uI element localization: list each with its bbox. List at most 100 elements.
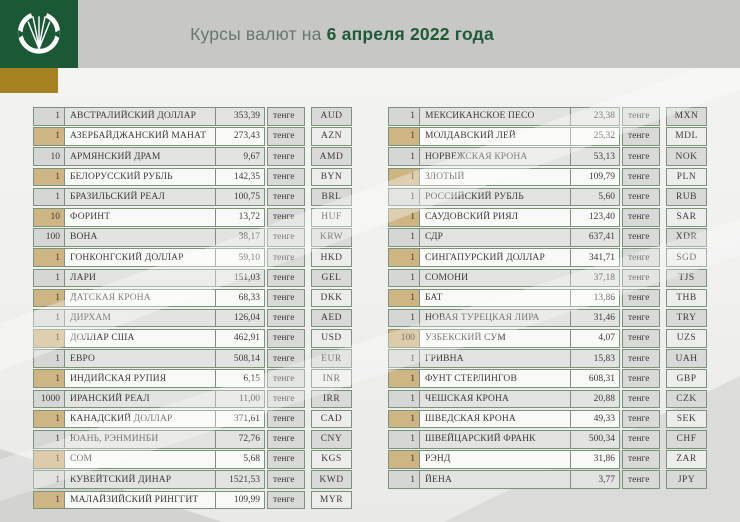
rate-row: 1 НОРВЕЖСКАЯ КРОНА 53,13 тенге NOK (388, 147, 707, 166)
currency-code-cell: AZN (311, 127, 352, 146)
currency-name-cell: РЭНД (420, 451, 570, 468)
currency-code-cell: PLN (666, 167, 707, 187)
unit-cell: тенге (622, 228, 660, 247)
rate-row-main: 1 ДИРХАМ 126,04 (33, 308, 265, 328)
quantity-cell: 1 (389, 148, 420, 165)
rate-row: 1 НОВАЯ ТУРЕЦКАЯ ЛИРА 31,46 тенге TRY (388, 308, 707, 328)
currency-name-cell: ВОНА (65, 229, 215, 246)
rate-row: 1 ГОНКОНГСКИЙ ДОЛЛАР 59,10 тенге HKD (33, 248, 352, 267)
quantity-cell: 1 (389, 471, 420, 488)
rate-row: 100 УЗБЕКСКИЙ СУМ 4,07 тенге UZS (388, 329, 707, 348)
rate-row-main: 1 ЙЕНА 3,77 (388, 470, 620, 489)
rate-row: 1 ШВЕДСКАЯ КРОНА 49,33 тенге SEK (388, 409, 707, 429)
rate-value-cell: 371,61 (215, 410, 264, 428)
currency-code-cell: AMD (311, 147, 352, 166)
currency-name-cell: ШВЕЙЦАРСКИЙ ФРАНК (420, 431, 570, 448)
rates-table-left: 1 АВСТРАЛИЙСКИЙ ДОЛЛАР 353,39 тенге AUD 1 АЗЕР… (33, 107, 352, 511)
unit-cell: тенге (622, 470, 660, 489)
quantity-cell: 1 (34, 108, 65, 125)
currency-name-cell: МАЛАЙЗИЙСКИЙ РИНГГИТ (65, 491, 215, 509)
rate-row: 1 СИНГАПУРСКИЙ ДОЛЛАР 341,71 тенге SGD (388, 248, 707, 267)
currency-code-cell: MXN (666, 107, 707, 126)
currency-code-cell: CHF (666, 430, 707, 449)
currency-name-cell: КУВЕЙТСКИЙ ДИНАР (65, 471, 215, 488)
rate-value-cell: 25,32 (570, 128, 619, 145)
quantity-cell: 1 (34, 370, 65, 388)
rate-value-cell: 72,76 (215, 431, 264, 448)
rate-row-main: 1 ШВЕДСКАЯ КРОНА 49,33 (388, 409, 620, 429)
currency-code-cell: THB (666, 288, 707, 308)
quantity-cell: 1 (34, 491, 65, 509)
rate-row-main: 1 КАНАДСКИЙ ДОЛЛАР 371,61 (33, 409, 265, 429)
unit-cell: тенге (622, 450, 660, 469)
rate-value-cell: 23,38 (570, 108, 619, 125)
rate-row-main: 1 БАТ 13,86 (388, 288, 620, 308)
currency-code-cell: DKK (311, 288, 352, 308)
rate-value-cell: 109,79 (570, 168, 619, 186)
rate-row: 1 ЗЛОТЫЙ 109,79 тенге PLN (388, 167, 707, 187)
quantity-cell: 1 (34, 309, 65, 327)
quantity-cell: 1 (389, 128, 420, 145)
rate-row-main: 1 ЮАНЬ, РЭНМИНБИ 72,76 (33, 430, 265, 449)
currency-code-cell: TJS (666, 268, 707, 288)
quantity-cell: 1 (34, 269, 65, 287)
quantity-cell: 1 (389, 289, 420, 307)
rate-value-cell: 100,75 (215, 188, 264, 206)
rate-row: 1 КАНАДСКИЙ ДОЛЛАР 371,61 тенге CAD (33, 409, 352, 429)
quantity-cell: 1 (34, 451, 65, 468)
rate-row: 1 АВСТРАЛИЙСКИЙ ДОЛЛАР 353,39 тенге AUD (33, 107, 352, 126)
currency-code-cell: SEK (666, 409, 707, 429)
quantity-cell: 1000 (34, 390, 65, 408)
rate-row-main: 1 СДР 637,41 (388, 228, 620, 247)
rate-value-cell: 508,14 (215, 350, 264, 367)
rate-value-cell: 31,46 (570, 309, 619, 327)
rate-value-cell: 151,03 (215, 269, 264, 287)
unit-cell: тенге (267, 147, 305, 166)
rate-value-cell: 6,15 (215, 370, 264, 388)
rate-value-cell: 1521,53 (215, 471, 264, 488)
quantity-cell: 1 (34, 128, 65, 145)
currency-code-cell: JPY (666, 470, 707, 489)
rate-row-main: 1 КУВЕЙТСКИЙ ДИНАР 1521,53 (33, 470, 265, 489)
rate-value-cell: 142,35 (215, 168, 264, 186)
currency-name-cell: СОМ (65, 451, 215, 468)
currency-code-cell: CZK (666, 389, 707, 409)
currency-name-cell: ЗЛОТЫЙ (420, 168, 570, 186)
rate-row: 1 ДИРХАМ 126,04 тенге AED (33, 308, 352, 328)
currency-name-cell: АРМЯНСКИЙ ДРАМ (65, 148, 215, 165)
rate-row-main: 1 ЕВРО 508,14 (33, 349, 265, 368)
currency-code-cell: KGS (311, 450, 352, 469)
unit-cell: тенге (622, 127, 660, 146)
rate-value-cell: 500,34 (570, 431, 619, 448)
rate-value-cell: 4,07 (570, 330, 619, 347)
rate-row: 1 РЭНД 31,86 тенге ZAR (388, 450, 707, 469)
currency-name-cell: МОЛДАВСКИЙ ЛЕЙ (420, 128, 570, 145)
rate-value-cell: 109,99 (215, 491, 264, 509)
unit-cell: тенге (267, 248, 305, 267)
rate-row: 1 ДОЛЛАР США 462,91 тенге USD (33, 329, 352, 348)
rate-value-cell: 123,40 (570, 208, 619, 226)
currency-name-cell: ГРИВНА (420, 350, 570, 367)
unit-cell: тенге (622, 369, 660, 389)
currency-code-cell: UAH (666, 349, 707, 368)
currency-code-cell: CNY (311, 430, 352, 449)
quantity-cell: 100 (389, 330, 420, 347)
currency-name-cell: ЮАНЬ, РЭНМИНБИ (65, 431, 215, 448)
rate-row: 10 ФОРИНТ 13,72 тенге HUF (33, 207, 352, 227)
rate-row: 1 МАЛАЙЗИЙСКИЙ РИНГГИТ 109,99 тенге MYR (33, 490, 352, 510)
currency-name-cell: БАТ (420, 289, 570, 307)
currency-code-cell: GEL (311, 268, 352, 288)
rate-row-main: 1 БЕЛОРУССКИЙ РУБЛЬ 142,35 (33, 167, 265, 187)
quantity-cell: 1 (34, 410, 65, 428)
rate-row-main: 1 СОМОНИ 37,18 (388, 268, 620, 288)
unit-cell: тенге (622, 167, 660, 187)
rate-value-cell: 5,60 (570, 188, 619, 206)
unit-cell: тенге (622, 187, 660, 207)
currency-code-cell: MDL (666, 127, 707, 146)
rate-row: 1 СДР 637,41 тенге XDR (388, 228, 707, 247)
rate-row-main: 100 ВОНА 38,17 (33, 228, 265, 247)
rate-row-main: 1 РОССИЙСКИЙ РУБЛЬ 5,60 (388, 187, 620, 207)
unit-cell: тенге (267, 127, 305, 146)
wheat-emblem-icon (17, 13, 61, 54)
